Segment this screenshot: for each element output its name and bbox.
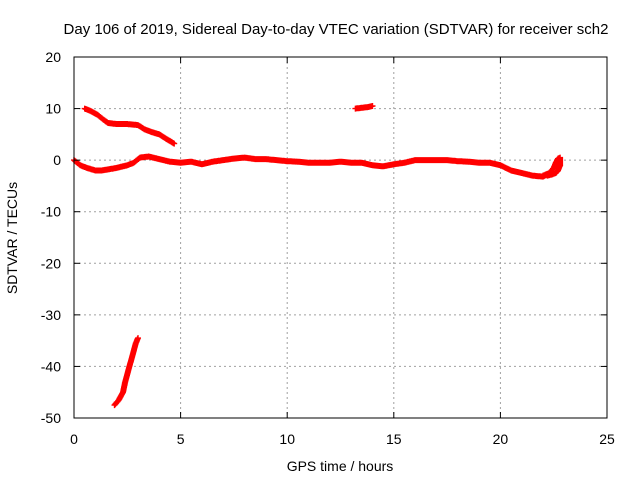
y-tick-labels: -50 -40 -30 -20 -10 0 10 20: [41, 49, 61, 426]
x-tick-label: 10: [279, 431, 295, 447]
series-markers: [81, 105, 178, 147]
series-markers: [71, 153, 553, 180]
series-end-hook: [540, 154, 564, 179]
series-main-track: [71, 153, 553, 180]
grid-lines: [74, 57, 607, 418]
chart-title: Day 106 of 2019, Sidereal Day-to-day VTE…: [64, 21, 609, 38]
x-tick-label: 25: [599, 431, 615, 447]
y-tick-label: -20: [41, 255, 61, 271]
plot-frame: [73, 56, 608, 419]
series-upper-track: [81, 105, 178, 147]
series-markers: [540, 154, 564, 179]
x-tick-label: 15: [386, 431, 402, 447]
data-points: [71, 103, 564, 409]
y-axis-label: SDTVAR / TECUs: [4, 182, 20, 294]
series-markers: [352, 103, 376, 112]
axis-ticks: [73, 56, 608, 419]
y-tick-label: -30: [41, 307, 61, 323]
x-tick-label: 5: [177, 431, 185, 447]
series-markers: [111, 335, 141, 409]
x-tick-label: 0: [70, 431, 78, 447]
y-tick-label: -10: [41, 204, 61, 220]
y-tick-label: 20: [45, 49, 61, 65]
y-tick-label: -40: [41, 358, 61, 374]
series-lower-track: [111, 335, 141, 409]
y-tick-label: 10: [45, 101, 61, 117]
x-tick-labels: 0 5 10 15 20 25: [70, 431, 615, 447]
series-short-segment: [352, 103, 376, 112]
y-tick-label: 0: [53, 152, 61, 168]
x-tick-label: 20: [493, 431, 509, 447]
x-axis-label: GPS time / hours: [287, 458, 394, 474]
y-tick-label: -50: [41, 410, 61, 426]
